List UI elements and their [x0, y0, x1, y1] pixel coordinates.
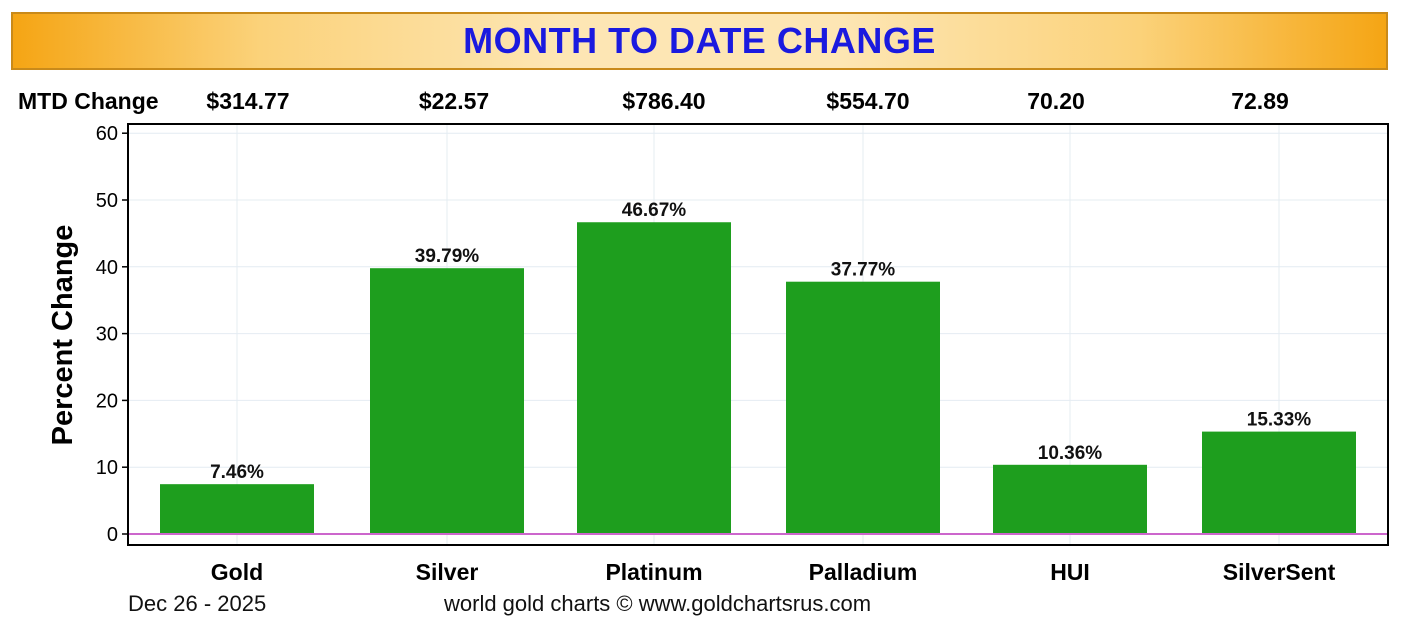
x-tick-label: Palladium	[809, 559, 918, 585]
bar-platinum	[577, 222, 731, 535]
chart-title: MONTH TO DATE CHANGE	[463, 20, 936, 61]
bar-palladium	[786, 281, 940, 534]
mtd-value-palladium: $554.70	[826, 88, 910, 114]
mtd-value-platinum: $786.40	[622, 88, 706, 114]
y-axis-label: Percent Change	[47, 225, 79, 446]
bar-silversent	[1202, 431, 1356, 534]
axes: 0 10 20 30 40 50 60 Gold Silver Platinum Palladium…	[96, 123, 1389, 585]
y-tick-label: 20	[96, 390, 118, 412]
x-tick-label: HUI	[1050, 559, 1090, 585]
bar-value-label: 37.77%	[831, 260, 896, 281]
mtd-change-label: MTD Change	[18, 88, 159, 114]
y-tick-label: 40	[96, 257, 118, 279]
credit-label: world gold charts © www.goldchartsrus.co…	[444, 591, 872, 616]
x-tick-label: Silver	[416, 559, 479, 585]
mtd-value-silversent: 72.89	[1231, 88, 1289, 114]
x-tick-label: SilverSent	[1223, 559, 1336, 585]
plot-border	[127, 123, 1389, 546]
mtd-value-silver: $22.57	[418, 88, 490, 114]
bar-value-label: 46.67%	[622, 200, 687, 221]
y-tick-label: 10	[96, 457, 118, 479]
bars: 7.46% 39.79% 46.67% 37.77% 10.36% 15.33%	[160, 200, 1356, 535]
bar-hui	[993, 464, 1147, 534]
mtd-value-hui: 70.20	[1027, 88, 1085, 114]
bar-value-label: 15.33%	[1247, 410, 1312, 431]
bar-gold	[160, 484, 314, 534]
title-banner: MONTH TO DATE CHANGE	[11, 12, 1388, 70]
y-tick-label: 0	[107, 524, 118, 546]
bar-silver	[370, 268, 524, 534]
plot-area	[128, 124, 1388, 545]
grid	[128, 124, 1388, 545]
bar-value-label: 10.36%	[1038, 443, 1103, 464]
x-tick-label: Platinum	[605, 559, 702, 585]
x-tick-label: Gold	[211, 559, 263, 585]
bar-value-label: 7.46%	[210, 462, 264, 483]
y-tick-label: 50	[96, 190, 118, 212]
y-tick-label: 30	[96, 324, 118, 346]
mtd-value-gold: $314.77	[206, 88, 290, 114]
bar-value-label: 39.79%	[415, 246, 480, 267]
y-tick-label: 60	[96, 123, 118, 145]
date-label: Dec 26 - 2025	[128, 591, 267, 616]
